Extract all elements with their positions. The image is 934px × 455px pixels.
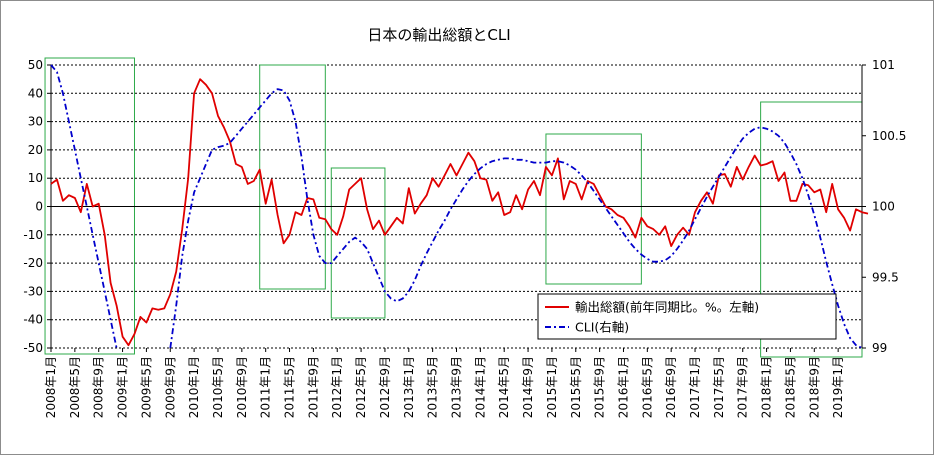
left-tick-label: 10 (28, 171, 43, 185)
x-tick-label: 2016年9月 (664, 356, 678, 418)
x-tick-label: 2018年1月 (760, 356, 774, 418)
x-tick-label: 2019年1月 (831, 356, 845, 418)
x-tick-label: 2014年5月 (497, 356, 511, 418)
left-tick-label: -50 (23, 341, 43, 355)
left-tick-label: 20 (28, 143, 43, 157)
x-tick-label: 2010年1月 (187, 356, 201, 418)
x-tick-label: 2012年1月 (330, 356, 344, 418)
x-tick-label: 2016年1月 (616, 356, 630, 418)
left-tick-label: 30 (28, 115, 43, 129)
highlight-box (259, 64, 326, 290)
left-tick-label: 40 (28, 86, 43, 100)
x-tick-label: 2011年5月 (283, 356, 297, 418)
x-tick-label: 2013年5月 (426, 356, 440, 418)
x-tick-label: 2008年1月 (44, 356, 58, 418)
right-tick-label: 99.5 (872, 270, 899, 284)
x-tick-label: 2009年5月 (139, 356, 153, 418)
legend-label-cli: CLI(右軸) (575, 320, 629, 335)
x-tick-label: 2016年5月 (640, 356, 654, 418)
x-tick-label: 2010年5月 (211, 356, 225, 418)
x-tick-label: 2018年9月 (807, 356, 821, 418)
x-tick-label: 2012年9月 (378, 356, 392, 418)
chart-title: 日本の輸出総額とCLI (367, 26, 510, 44)
highlight-box (545, 133, 642, 285)
right-tick-label: 101 (872, 58, 895, 72)
x-tick-label: 2015年9月 (593, 356, 607, 418)
x-tick-label: 2017年1月 (688, 356, 702, 418)
left-tick-label: -30 (23, 284, 43, 298)
x-tick-label: 2017年5月 (712, 356, 726, 418)
left-tick-label: -20 (23, 256, 43, 270)
x-tick-label: 2015年5月 (569, 356, 583, 418)
x-tick-label: 2009年9月 (163, 356, 177, 418)
x-tick-label: 2009年1月 (116, 356, 130, 418)
right-tick-label: 100 (872, 200, 895, 214)
x-tick-label: 2011年1月 (259, 356, 273, 418)
x-tick-label: 2008年9月 (92, 356, 106, 418)
series-line-cli (50, 64, 118, 349)
right-tick-label: 100.5 (872, 129, 906, 143)
x-tick-label: 2013年1月 (402, 356, 416, 418)
x-tick-label: 2014年1月 (473, 356, 487, 418)
legend-label-exports: 輸出総額(前年同期比。%。左軸) (575, 300, 759, 315)
series-line-cli (169, 88, 863, 349)
x-tick-label: 2010年9月 (235, 356, 249, 418)
left-tick-label: -40 (23, 313, 43, 327)
x-tick-label: 2015年1月 (545, 356, 559, 418)
x-axis-ticks: 2008年1月 2008年5月 2008年9月 2009年1月 2009年5月 2009年… (44, 348, 845, 418)
x-tick-label: 2012年5月 (354, 356, 368, 418)
right-axis-ticks: 101 100.5 100 99.5 99 (862, 58, 906, 355)
left-tick-label: -10 (23, 228, 43, 242)
left-axis-ticks: 50 40 30 20 10 0 -10 -20 -30 -40 -50 (23, 58, 51, 355)
x-tick-label: 2013年9月 (450, 356, 464, 418)
x-tick-label: 2014年9月 (521, 356, 535, 418)
right-tick-label: 99 (872, 341, 887, 355)
legend-box (537, 293, 837, 340)
x-tick-label: 2011年9月 (306, 356, 320, 418)
left-tick-label: 50 (28, 58, 43, 72)
series-lines (50, 64, 869, 349)
left-tick-label: 0 (35, 200, 43, 214)
x-tick-label: 2008年5月 (68, 356, 82, 418)
series-line-exports (50, 78, 869, 347)
x-tick-label: 2018年5月 (783, 356, 797, 418)
highlight-box (330, 167, 386, 319)
legend: 輸出総額(前年同期比。%。左軸) CLI(右軸) (537, 293, 837, 340)
x-tick-label: 2017年9月 (736, 356, 750, 418)
